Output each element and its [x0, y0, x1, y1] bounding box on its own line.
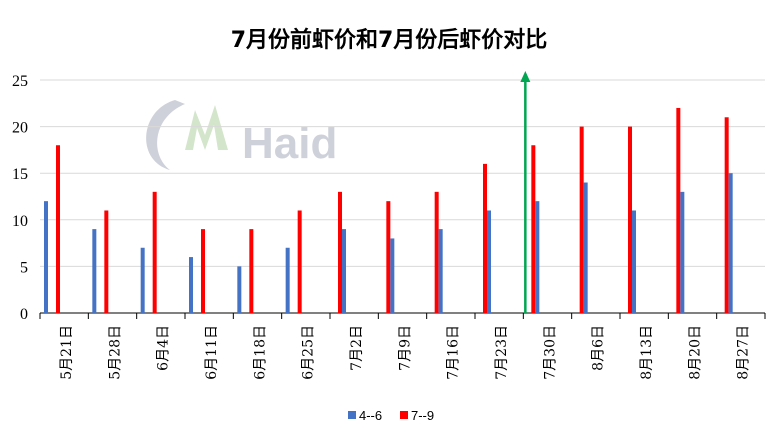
- x-tick-label: 5月28日: [107, 325, 123, 380]
- bar-7--9-13: [676, 107, 681, 314]
- watermark-text: Haid: [242, 119, 337, 168]
- bar-4--6-12: [632, 210, 636, 313]
- x-tick-label: 6月4日: [156, 325, 172, 371]
- bar-4--6-3: [189, 257, 193, 313]
- y-tick-label: 0: [20, 306, 28, 323]
- bar-4--6-8: [438, 229, 443, 313]
- x-tick-label: 6月11日: [204, 325, 220, 380]
- bar-4--6-9: [487, 210, 491, 313]
- watermark-logo: Haid: [146, 100, 337, 170]
- x-tick-label: 6月18日: [252, 325, 268, 380]
- y-tick-label: 5: [20, 259, 28, 276]
- x-tick-label: 6月25日: [301, 325, 317, 380]
- y-tick-label: 25: [12, 73, 28, 90]
- bar-7--9-1: [104, 210, 109, 313]
- watermark-leaf-icon: [185, 105, 228, 150]
- x-tick-label: 7月23日: [494, 325, 510, 380]
- x-tick-label: 7月16日: [446, 325, 462, 380]
- bar-7--9-6: [338, 191, 342, 313]
- legend-label: 4--6: [359, 408, 382, 423]
- bar-7--9-3: [201, 229, 205, 313]
- x-tick-label: 7月9日: [397, 325, 413, 371]
- bar-4--6-5: [285, 247, 290, 313]
- bar-7--9-9: [483, 163, 487, 313]
- arrow-head-icon: [520, 71, 531, 82]
- x-tick-label: 7月30日: [542, 325, 558, 380]
- y-axis: 0 5 10 15 20 25: [12, 73, 28, 323]
- watermark-swoosh-icon: [146, 100, 185, 170]
- legend-swatch: [348, 411, 356, 419]
- bar-7--9-12: [628, 126, 632, 313]
- bar-4--6-10: [535, 201, 540, 313]
- x-tick-label: 8月27日: [736, 325, 752, 380]
- bar-7--9-8: [434, 191, 439, 313]
- bar-7--9-0: [56, 145, 60, 313]
- annotation-arrow: [520, 71, 531, 313]
- x-tick-label: 7月2日: [349, 325, 365, 371]
- legend-label: 7--9: [411, 408, 434, 423]
- bar-4--6-14: [728, 173, 733, 313]
- bar-7--9-11: [579, 126, 584, 313]
- bar-4--6-1: [92, 229, 97, 313]
- grid-layer: [40, 79, 765, 314]
- bar-7--9-7: [386, 201, 391, 313]
- x-tick-label: 8月20日: [687, 325, 703, 380]
- chart-title: 7月份前虾价和7月份后虾价对比: [230, 28, 548, 53]
- bar-7--9-14: [724, 117, 729, 313]
- bar-4--6-7: [390, 238, 395, 313]
- y-tick-label: 20: [12, 120, 28, 137]
- y-tick-label: 10: [12, 213, 28, 230]
- x-tick-label: 8月13日: [639, 325, 655, 380]
- x-tick-label: 8月6日: [591, 325, 607, 371]
- y-tick-label: 15: [12, 166, 28, 183]
- bar-4--6-4: [237, 266, 242, 313]
- bar-4--6-13: [680, 191, 685, 313]
- bar-7--9-4: [249, 229, 254, 313]
- bar-4--6-11: [583, 182, 588, 313]
- bar-7--9-10: [531, 145, 536, 313]
- bar-4--6-2: [140, 247, 145, 313]
- bar-7--9-2: [152, 191, 157, 313]
- x-tick-label: 5月21日: [59, 325, 75, 380]
- x-axis: 5月21日 5月28日 6月4日 6月11日 6月18日 6月25日 7月2日 7月9日 7月1…: [39, 313, 766, 380]
- bar-4--6-6: [342, 229, 346, 313]
- bars-layer: [44, 107, 733, 314]
- legend: 4--6 7--9: [348, 408, 434, 423]
- legend-swatch: [400, 411, 408, 419]
- bar-7--9-5: [297, 210, 302, 313]
- bar-4--6-0: [44, 201, 48, 313]
